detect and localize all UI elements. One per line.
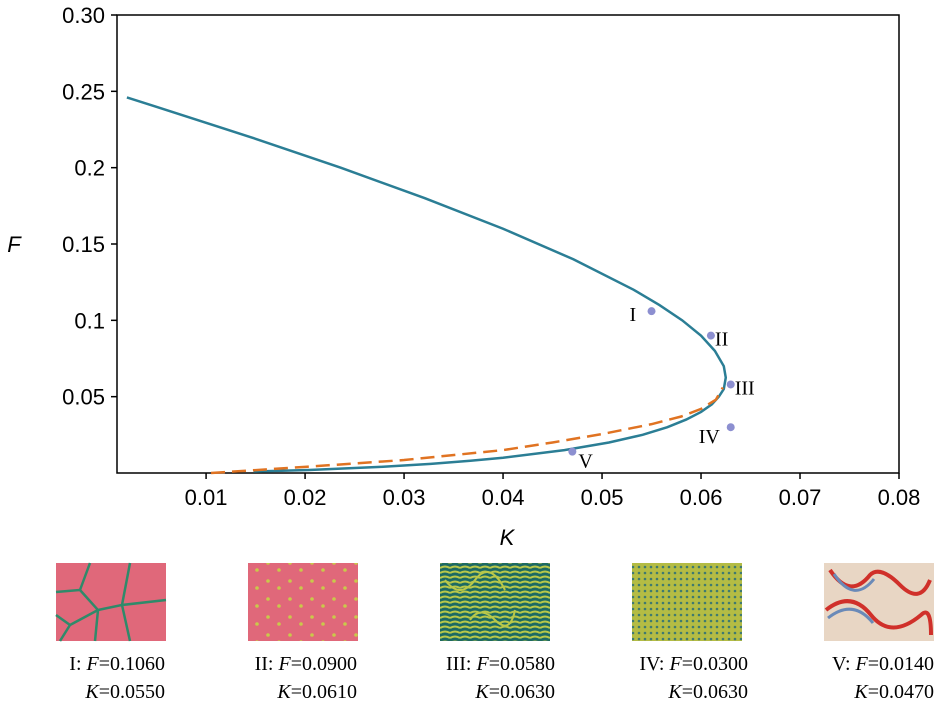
caption-line: I: F=0.1060 <box>69 653 165 675</box>
caption-part: =0.1060 <box>99 653 165 675</box>
x-tick-label: 0.01 <box>185 485 228 510</box>
caption-part: K <box>84 681 100 703</box>
curve <box>210 386 724 475</box>
caption-part: K <box>276 681 292 703</box>
caption-part: F <box>278 653 292 675</box>
point-label: I <box>630 304 637 326</box>
caption-line: II: F=0.0900 <box>255 653 357 675</box>
caption-line: V: F=0.0140 <box>832 653 934 675</box>
thumbnails <box>55 562 934 642</box>
y-tick-label: 0.2 <box>74 156 105 181</box>
point <box>726 380 735 389</box>
point <box>568 447 577 456</box>
caption-part: F <box>669 653 683 675</box>
y-tick-label: 0.1 <box>74 308 105 333</box>
caption-part: V: <box>832 653 856 675</box>
y-axis-label: F <box>7 232 22 257</box>
caption-part: F <box>855 653 869 675</box>
caption-part: =0.0550 <box>99 681 165 703</box>
y-tick-label: 0.30 <box>62 3 105 28</box>
point-label: III <box>735 377 755 399</box>
caption-part: =0.0140 <box>868 653 934 675</box>
plot-frame <box>116 14 900 474</box>
caption-part: =0.0900 <box>291 653 357 675</box>
x-tick-label: 0.03 <box>383 485 426 510</box>
point <box>726 423 735 432</box>
caption-part: =0.0630 <box>489 681 555 703</box>
caption-part: F <box>86 653 100 675</box>
x-tick-label: 0.06 <box>680 485 723 510</box>
x-tick-label: 0.07 <box>779 485 822 510</box>
caption-part: =0.0610 <box>291 681 357 703</box>
caption-part: F <box>476 653 490 675</box>
caption-part: I: <box>69 653 86 675</box>
caption-part: =0.0300 <box>682 653 748 675</box>
caption-line: K=0.0630 <box>474 681 555 703</box>
point-label: V <box>578 451 593 473</box>
caption-line: K=0.0630 <box>667 681 748 703</box>
curve <box>126 96 728 473</box>
caption-part: =0.0630 <box>682 681 748 703</box>
caption-part: =0.0580 <box>489 653 555 675</box>
caption-line: IV: F=0.0300 <box>639 653 748 675</box>
caption-line: III: F=0.0580 <box>446 653 555 675</box>
x-tick-label: 0.05 <box>581 485 624 510</box>
caption-line: K=0.0610 <box>276 681 357 703</box>
caption-part: II: <box>255 653 279 675</box>
x-tick-label: 0.02 <box>284 485 327 510</box>
caption-line: K=0.0550 <box>84 681 165 703</box>
point <box>706 331 715 340</box>
caption-part: K <box>474 681 490 703</box>
x-tick-label: 0.04 <box>482 485 525 510</box>
point-label: II <box>715 329 728 351</box>
caption-part: III: <box>446 653 477 675</box>
y-tick-label: 0.05 <box>62 385 105 410</box>
x-axis-label: K <box>500 525 516 550</box>
y-tick-label: 0.15 <box>62 232 105 257</box>
caption-part: K <box>853 681 869 703</box>
x-tick-label: 0.08 <box>878 485 921 510</box>
caption-part: IV: <box>639 653 669 675</box>
caption-line: K=0.0470 <box>853 681 934 703</box>
caption-part: K <box>667 681 683 703</box>
plot-area: 0.05 0.1 0.15 0.2 0.25 0.30 0.01 0.02 0.03 0.04 0.… <box>62 3 920 510</box>
caption-part: =0.0470 <box>868 681 934 703</box>
y-tick-label: 0.25 <box>62 79 105 104</box>
point-label: IV <box>699 426 721 448</box>
point <box>647 307 656 316</box>
